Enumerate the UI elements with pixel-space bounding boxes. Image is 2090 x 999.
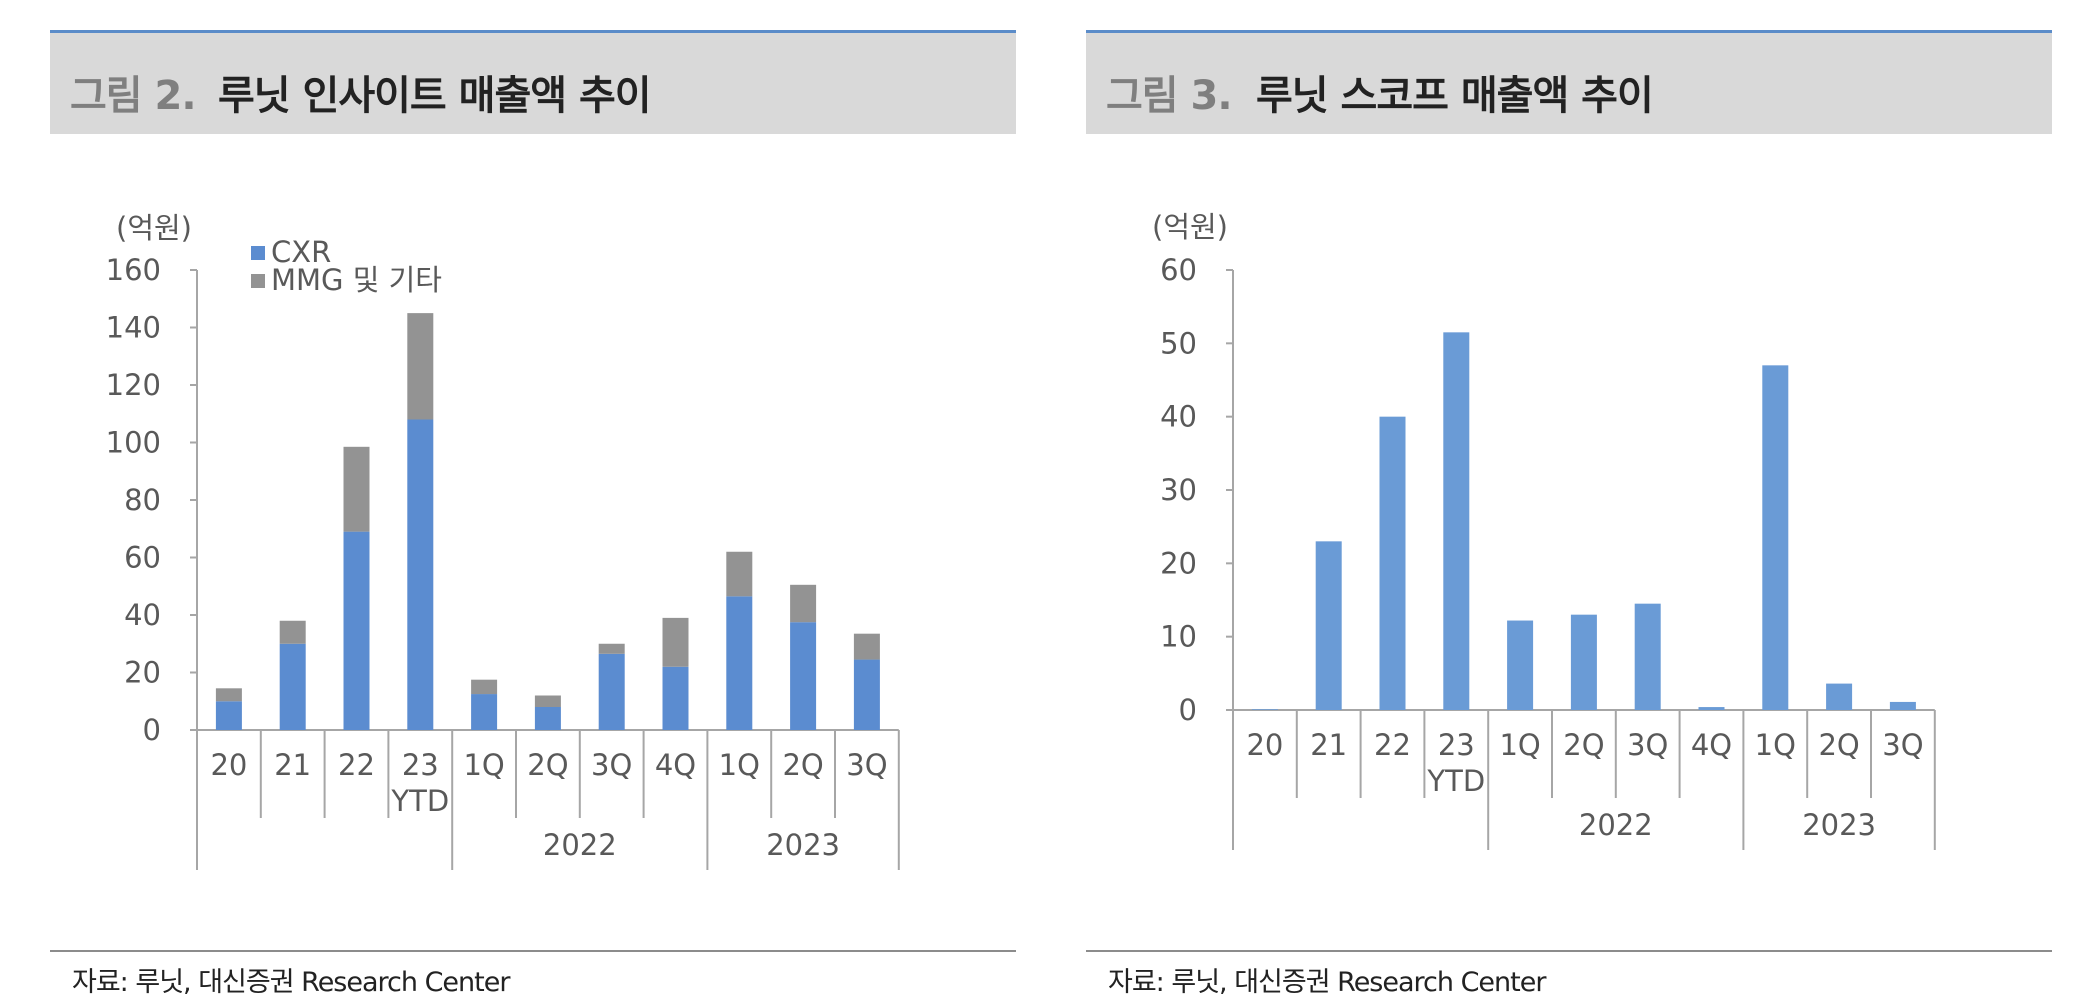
x-tick-label: 22 — [1374, 728, 1411, 762]
x-tick-label: 20 — [210, 748, 247, 782]
x-tick-label: 4Q — [655, 748, 696, 782]
x-tick-label: 1Q — [719, 748, 760, 782]
bar-primary — [1698, 707, 1725, 710]
bar-secondary — [726, 551, 753, 597]
x-group-label: 2022 — [543, 828, 617, 862]
y-tick-label: 20 — [124, 656, 161, 690]
bar-primary — [215, 701, 242, 730]
bar-primary — [1507, 620, 1534, 710]
bar-primary — [343, 531, 370, 730]
bar-primary — [407, 419, 434, 730]
figure-2-label: 그림 2. — [70, 73, 197, 119]
x-tick-label: 1Q — [1755, 728, 1796, 762]
figure-2-panel: 그림 2. 루닛 인사이트 매출액 추이 (억원) 0 20 40 60 80 100 120… — [50, 0, 1016, 998]
x-tick-label: 2Q — [782, 748, 823, 782]
x-tick-label: 22 — [338, 748, 375, 782]
x-tick-label: 1Q — [463, 748, 504, 782]
x-tick-label: 4Q — [1691, 728, 1732, 762]
y-tick-label: 20 — [1160, 546, 1197, 580]
bar-primary — [1443, 332, 1470, 710]
bar-secondary — [790, 584, 817, 623]
figure-3-title: 루닛 스코프 매출액 추이 — [1256, 73, 1654, 119]
figure-3-source: 자료: 루닛, 대신증권 Research Center — [1108, 967, 1546, 998]
x-tick-label: YTD — [390, 784, 449, 818]
y-tick-label: 120 — [106, 368, 161, 402]
x-tick-label: 3Q — [1627, 728, 1668, 762]
bar-secondary — [407, 313, 434, 420]
bar-secondary — [215, 688, 242, 702]
bar-primary — [279, 643, 306, 730]
x-tick-label: 20 — [1246, 728, 1283, 762]
x-tick-label: 23 — [1438, 728, 1475, 762]
y-tick-label: 100 — [106, 426, 161, 460]
legend-label: MMG 및 기타 — [271, 263, 442, 297]
bar-primary — [471, 694, 498, 730]
figure-2-source: 자료: 루닛, 대신증권 Research Center — [72, 967, 510, 998]
bar-secondary — [471, 679, 498, 695]
y-tick-label: 0 — [1179, 693, 1197, 727]
y-axis-unit-label: (억원) — [116, 211, 192, 245]
bar-primary — [1251, 709, 1278, 710]
bar-primary — [1826, 683, 1853, 710]
bar-secondary — [534, 695, 561, 707]
figure-2-source-divider — [50, 950, 1016, 952]
bar-primary — [1379, 416, 1406, 710]
legend-swatch — [251, 246, 265, 260]
x-tick-label: YTD — [1426, 764, 1485, 798]
bar-primary — [1570, 614, 1597, 710]
bar-primary — [726, 596, 753, 730]
x-tick-label: 3Q — [1882, 728, 1923, 762]
x-tick-label: 2Q — [1818, 728, 1859, 762]
bar-primary — [662, 666, 689, 730]
y-tick-label: 80 — [124, 483, 161, 517]
x-group-label: 2023 — [1802, 808, 1876, 842]
bar-primary — [853, 659, 880, 730]
bar-primary — [1889, 701, 1916, 710]
x-tick-label: 21 — [1310, 728, 1347, 762]
y-tick-label: 50 — [1160, 326, 1197, 360]
x-group-label: 2023 — [766, 828, 840, 862]
x-tick-label: 21 — [274, 748, 311, 782]
y-tick-label: 40 — [1160, 400, 1197, 434]
bar-secondary — [343, 446, 370, 532]
legend-swatch — [251, 274, 265, 288]
bar-primary — [1762, 365, 1789, 710]
figure-2-header: 그림 2. 루닛 인사이트 매출액 추이 — [50, 30, 1016, 134]
bar-secondary — [853, 633, 880, 660]
y-tick-label: 160 — [106, 253, 161, 287]
y-tick-label: 40 — [124, 598, 161, 632]
x-tick-label: 3Q — [846, 748, 887, 782]
x-tick-label: 3Q — [591, 748, 632, 782]
figure-3-panel: 그림 3. 루닛 스코프 매출액 추이 (억원) 0 10 20 30 40 50 60 20 2… — [1086, 0, 2052, 998]
figure-3-source-divider — [1086, 950, 2052, 952]
y-tick-label: 60 — [1160, 253, 1197, 287]
bar-primary — [790, 622, 817, 730]
y-tick-label: 30 — [1160, 473, 1197, 507]
bar-secondary — [662, 617, 689, 667]
bar-primary — [598, 653, 625, 730]
x-tick-label: 1Q — [1499, 728, 1540, 762]
legend-label: CXR — [271, 235, 331, 269]
bar-secondary — [279, 620, 306, 644]
x-tick-label: 2Q — [527, 748, 568, 782]
figure-3-header: 그림 3. 루닛 스코프 매출액 추이 — [1086, 30, 2052, 134]
bar-primary — [1634, 603, 1661, 710]
figure-3-label: 그림 3. — [1106, 73, 1233, 119]
x-group-label: 2022 — [1579, 808, 1653, 842]
figure-2-title: 루닛 인사이트 매출액 추이 — [218, 73, 652, 119]
y-axis-unit-label: (억원) — [1152, 210, 1228, 244]
y-tick-label: 140 — [106, 311, 161, 345]
x-tick-label: 23 — [402, 748, 439, 782]
bar-primary — [1315, 541, 1342, 710]
y-tick-label: 10 — [1160, 620, 1197, 654]
bar-primary — [534, 707, 561, 730]
bar-secondary — [598, 643, 625, 654]
x-tick-label: 2Q — [1563, 728, 1604, 762]
y-tick-label: 0 — [143, 713, 161, 747]
y-tick-label: 60 — [124, 541, 161, 575]
